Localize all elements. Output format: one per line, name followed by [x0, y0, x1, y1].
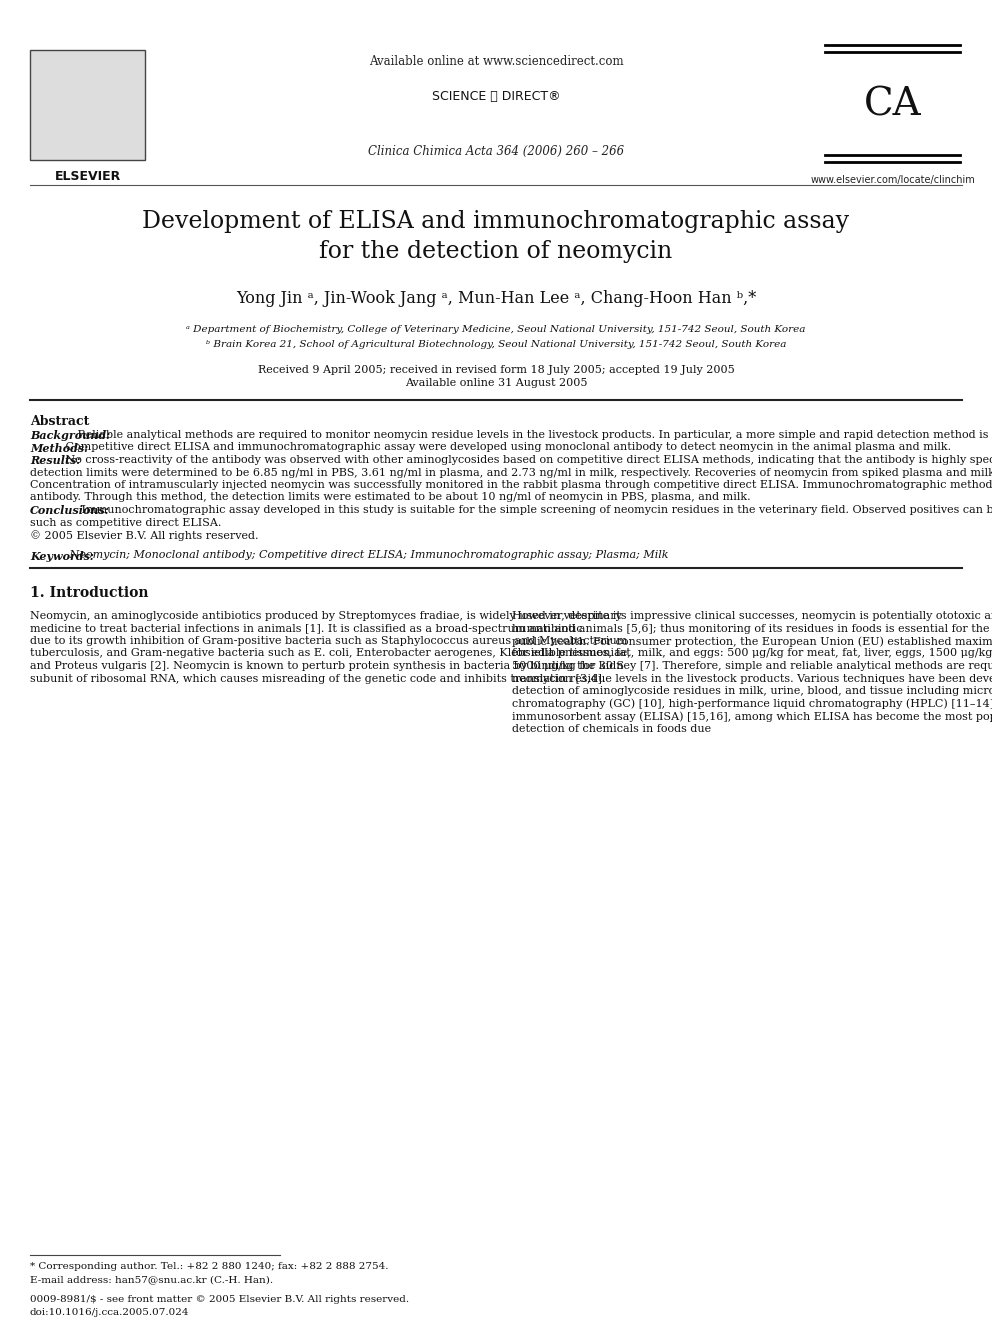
Text: Methods:: Methods:	[30, 442, 88, 454]
Text: antibody. Through this method, the detection limits were estimated to be about 1: antibody. Through this method, the detec…	[30, 492, 751, 503]
Text: Received 9 April 2005; received in revised form 18 July 2005; accepted 19 July 2: Received 9 April 2005; received in revis…	[258, 365, 734, 374]
Text: 5000 μg/kg for kidney [7]. Therefore, simple and reliable analytical methods are: 5000 μg/kg for kidney [7]. Therefore, si…	[512, 662, 992, 671]
Text: public health. For consumer protection, the European Union (EU) established maxi: public health. For consumer protection, …	[512, 636, 992, 647]
Text: 0009-8981/$ - see front matter © 2005 Elsevier B.V. All rights reserved.: 0009-8981/$ - see front matter © 2005 El…	[30, 1295, 409, 1304]
Text: immunosorbent assay (ELISA) [15,16], among which ELISA has become the most popul: immunosorbent assay (ELISA) [15,16], amo…	[512, 710, 992, 721]
Text: for edible tissues, fat, milk, and eggs: 500 μg/kg for meat, fat, liver, eggs, 1: for edible tissues, fat, milk, and eggs:…	[512, 648, 992, 659]
Bar	[30, 50, 145, 160]
Text: SCIENCE ⓓ DIRECT®: SCIENCE ⓓ DIRECT®	[432, 90, 560, 103]
Text: No cross-reactivity of the antibody was observed with other aminoglycosides base: No cross-reactivity of the antibody was …	[62, 455, 992, 464]
Text: However, despite its impressive clinical successes, neomycin is potentially otot: However, despite its impressive clinical…	[512, 611, 992, 620]
Text: Abstract: Abstract	[30, 415, 89, 429]
Text: 1. Introduction: 1. Introduction	[30, 586, 149, 601]
Text: medicine to treat bacterial infections in animals [1]. It is classified as a bro: medicine to treat bacterial infections i…	[30, 623, 582, 634]
Text: Neomycin; Monoclonal antibody; Competitive direct ELISA; Immunochromatographic a: Neomycin; Monoclonal antibody; Competiti…	[66, 550, 669, 561]
Text: Yong Jin ᵃ, Jin-Wook Jang ᵃ, Mun-Han Lee ᵃ, Chang-Hoon Han ᵇ,*: Yong Jin ᵃ, Jin-Wook Jang ᵃ, Mun-Han Lee…	[236, 290, 756, 307]
Text: Results:: Results:	[30, 455, 80, 466]
Text: Neomycin, an aminoglycoside antibiotics produced by Streptomyces fradiae, is wid: Neomycin, an aminoglycoside antibiotics …	[30, 611, 622, 620]
Text: and Proteus vulgaris [2]. Neomycin is known to perturb protein synthesis in bact: and Proteus vulgaris [2]. Neomycin is kn…	[30, 662, 624, 671]
Text: human and animals [5,6]; thus monitoring of its residues in foods is essential f: human and animals [5,6]; thus monitoring…	[512, 623, 992, 634]
Text: Development of ELISA and immunochromatographic assay
for the detection of neomyc: Development of ELISA and immunochromatog…	[143, 210, 849, 263]
Text: neomycin residue levels in the livestock products. Various techniques have been : neomycin residue levels in the livestock…	[512, 673, 992, 684]
Text: Clinica Chimica Acta 364 (2006) 260 – 266: Clinica Chimica Acta 364 (2006) 260 – 26…	[368, 146, 624, 157]
Text: ELSEVIER: ELSEVIER	[55, 169, 121, 183]
Text: detection of chemicals in foods due: detection of chemicals in foods due	[512, 724, 711, 733]
Text: CA: CA	[864, 86, 922, 123]
Text: Available online at www.sciencedirect.com: Available online at www.sciencedirect.co…	[369, 56, 623, 67]
Text: Reliable analytical methods are required to monitor neomycin residue levels in t: Reliable analytical methods are required…	[74, 430, 992, 441]
Text: due to its growth inhibition of Gram-positive bacteria such as Staphylococcus au: due to its growth inhibition of Gram-pos…	[30, 636, 627, 646]
Text: Background:: Background:	[30, 430, 110, 441]
Text: Competitive direct ELISA and immunochromatographic assay were developed using mo: Competitive direct ELISA and immunochrom…	[62, 442, 951, 452]
Text: ᵃ Department of Biochemistry, College of Veterinary Medicine, Seoul National Uni: ᵃ Department of Biochemistry, College of…	[186, 325, 806, 333]
Text: doi:10.1016/j.cca.2005.07.024: doi:10.1016/j.cca.2005.07.024	[30, 1308, 189, 1316]
Text: detection of aminoglycoside residues in milk, urine, blood, and tissue including: detection of aminoglycoside residues in …	[512, 687, 992, 696]
Text: Immunochromatographic assay developed in this study is suitable for the simple s: Immunochromatographic assay developed in…	[78, 505, 992, 515]
Text: such as competitive direct ELISA.: such as competitive direct ELISA.	[30, 517, 221, 528]
Text: Keywords:: Keywords:	[30, 550, 94, 561]
Text: Available online 31 August 2005: Available online 31 August 2005	[405, 378, 587, 388]
Text: chromatography (GC) [10], high-performance liquid chromatography (HPLC) [11–14],: chromatography (GC) [10], high-performan…	[512, 699, 992, 709]
Text: E-mail address: han57@snu.ac.kr (C.-H. Han).: E-mail address: han57@snu.ac.kr (C.-H. H…	[30, 1275, 273, 1285]
Text: www.elsevier.com/locate/clinchim: www.elsevier.com/locate/clinchim	[810, 175, 975, 185]
Text: tuberculosis, and Gram-negative bacteria such as E. coli, Enterobacter aerogenes: tuberculosis, and Gram-negative bacteria…	[30, 648, 631, 659]
Text: * Corresponding author. Tel.: +82 2 880 1240; fax: +82 2 888 2754.: * Corresponding author. Tel.: +82 2 880 …	[30, 1262, 389, 1271]
Text: Conclusions:: Conclusions:	[30, 505, 110, 516]
Text: © 2005 Elsevier B.V. All rights reserved.: © 2005 Elsevier B.V. All rights reserved…	[30, 531, 259, 541]
Text: Concentration of intramuscularly injected neomycin was successfully monitored in: Concentration of intramuscularly injecte…	[30, 480, 992, 490]
Text: subunit of ribosomal RNA, which causes misreading of the genetic code and inhibi: subunit of ribosomal RNA, which causes m…	[30, 673, 605, 684]
Text: ᵇ Brain Korea 21, School of Agricultural Biotechnology, Seoul National Universit: ᵇ Brain Korea 21, School of Agricultural…	[205, 340, 787, 349]
Text: detection limits were determined to be 6.85 ng/ml in PBS, 3.61 ng/ml in plasma, : detection limits were determined to be 6…	[30, 467, 992, 478]
